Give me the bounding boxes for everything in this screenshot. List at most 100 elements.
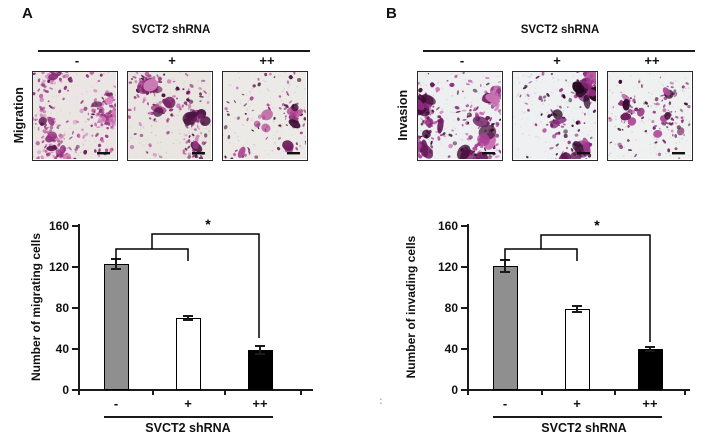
- treatment-header: SVCT2 shRNA: [520, 24, 600, 36]
- error-bar-cap: [645, 345, 655, 348]
- assay-row-label: Invasion: [395, 89, 410, 141]
- dose-label-bottom-plus: +: [184, 396, 192, 411]
- dose-label-top-neg: -: [459, 53, 465, 68]
- significance-bracket: [540, 234, 651, 342]
- stained-cells-image: [128, 72, 211, 159]
- y-tick-label: 160: [437, 219, 458, 233]
- dose-label-bottom-neg: -: [113, 396, 119, 411]
- y-tick-mark: [461, 225, 468, 227]
- error-bar-cap: [255, 344, 265, 347]
- scale-bar-icon: [287, 152, 300, 155]
- y-tick-mark: [72, 266, 79, 268]
- x-axis-group-label: SVCT2 shRNA: [145, 421, 231, 435]
- bar-plus: [175, 318, 201, 390]
- y-tick-mark: [72, 348, 79, 350]
- stained-cells-image: [608, 72, 691, 159]
- dose-label-bottom-plusplus: ++: [252, 396, 268, 411]
- dose-label-top-plusplus: ++: [259, 53, 275, 68]
- x-tick-mark: [614, 390, 616, 395]
- dose-label-top-plus: +: [168, 53, 176, 68]
- error-bar-cap: [500, 271, 510, 274]
- x-tick-mark: [224, 390, 226, 395]
- error-bar-line: [504, 259, 506, 273]
- y-tick-label: 160: [48, 219, 69, 233]
- micrograph-invasion-plusplus: [607, 71, 693, 161]
- stray-mark: :: [379, 395, 383, 407]
- y-tick-label: 120: [437, 260, 458, 274]
- y-tick-mark: [461, 348, 468, 350]
- y-tick-label: 40: [55, 342, 69, 356]
- micrograph-invasion-neg: [417, 71, 503, 161]
- bar-neg: [103, 263, 129, 390]
- panel-b-invasion: B SVCT2 shRNA - + ++ Invasion 0 40 80 120 160 Numbe…: [353, 0, 706, 442]
- dose-label-bottom-plusplus: ++: [642, 396, 658, 411]
- y-tick-label: 120: [48, 260, 69, 274]
- stained-cells-image: [418, 72, 501, 159]
- scale-bar-icon: [192, 152, 205, 155]
- significance-star: *: [594, 217, 600, 233]
- panel-a-migration: A SVCT2 shRNA - + ++ Migration 0 40 80 120 160 Numb…: [11, 5, 313, 435]
- x-group-underline: [104, 416, 273, 418]
- bar-plusplus: [247, 350, 273, 390]
- y-tick-label: 80: [444, 301, 458, 315]
- y-axis-title: Number of migrating cells: [29, 232, 43, 382]
- x-tick-mark: [467, 390, 469, 395]
- scale-bar-icon: [482, 152, 495, 155]
- y-axis: [467, 224, 469, 392]
- x-tick-mark: [541, 390, 543, 395]
- dose-label-top-plus: +: [553, 53, 561, 68]
- significance-bracket: [151, 233, 260, 338]
- error-bar-line: [115, 258, 117, 270]
- error-bar-line: [259, 345, 261, 355]
- y-tick-label: 80: [55, 301, 69, 315]
- scale-bar-icon: [577, 152, 590, 155]
- dose-label-bottom-neg: -: [502, 396, 508, 411]
- y-tick-mark: [72, 389, 79, 391]
- stained-cells-image: [223, 72, 306, 159]
- error-bar-cap: [183, 319, 193, 322]
- error-bar-cap: [111, 268, 121, 271]
- error-bar-line: [649, 346, 651, 352]
- micrograph-migration-plus: [127, 71, 213, 161]
- y-tick-mark: [461, 307, 468, 309]
- stained-cells-image: [33, 72, 116, 159]
- y-tick-label: 0: [451, 383, 458, 397]
- x-tick-mark: [152, 390, 154, 395]
- bar-plus: [564, 309, 590, 390]
- error-bar-cap: [500, 258, 510, 261]
- x-tick-mark: [78, 390, 80, 395]
- treatment-header-underline: [423, 50, 695, 52]
- error-bar-cap: [111, 257, 121, 260]
- y-tick-label: 40: [444, 342, 458, 356]
- treatment-header: SVCT2 shRNA: [131, 24, 211, 36]
- assay-row-label: Migration: [11, 87, 26, 144]
- bar-neg: [492, 265, 518, 390]
- stained-cells-image: [513, 72, 596, 159]
- dose-label-bottom-plus: +: [573, 396, 581, 411]
- dose-label-top-neg: -: [74, 53, 80, 68]
- error-bar-cap: [645, 350, 655, 353]
- micrograph-migration-neg: [32, 71, 118, 161]
- micrograph-migration-plusplus: [222, 71, 308, 161]
- dose-label-top-plusplus: ++: [644, 53, 660, 68]
- treatment-header-underline: [38, 50, 310, 52]
- y-tick-mark: [461, 389, 468, 391]
- y-tick-mark: [72, 307, 79, 309]
- micrograph-invasion-plus: [512, 71, 598, 161]
- y-tick-label: 0: [62, 383, 69, 397]
- y-tick-mark: [461, 266, 468, 268]
- x-group-underline: [493, 416, 662, 418]
- x-axis: [78, 389, 313, 391]
- significance-star: *: [205, 216, 211, 232]
- x-tick-mark: [300, 390, 302, 395]
- x-tick-mark: [684, 390, 686, 395]
- error-bar-cap: [255, 353, 265, 356]
- x-axis-group-label: SVCT2 shRNA: [541, 421, 627, 435]
- panel-letter: A: [22, 5, 33, 22]
- error-bar-cap: [183, 315, 193, 318]
- error-bar-cap: [572, 311, 582, 314]
- scale-bar-icon: [672, 152, 685, 155]
- panel-letter: B: [386, 5, 397, 22]
- y-tick-mark: [72, 225, 79, 227]
